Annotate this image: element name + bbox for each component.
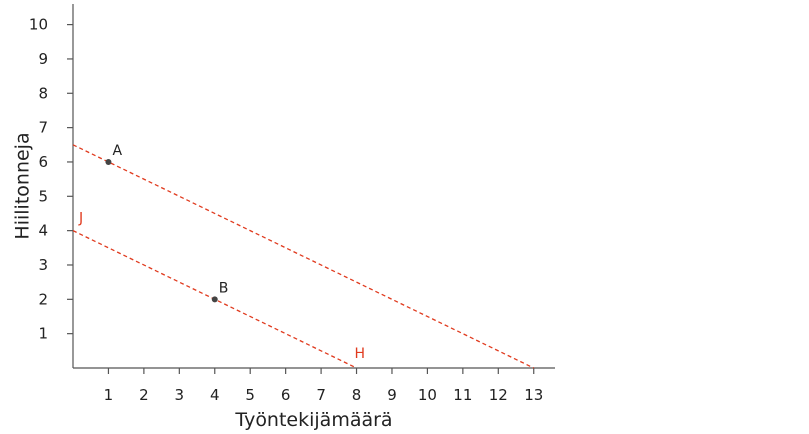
y-tick-label: 5 [38,187,48,205]
y-ticks: 1 2 3 4 5 6 7 8 9 10 [29,16,73,343]
y-axis-title: Hiilitonneja [12,132,34,239]
x-tick-label: 3 [175,386,185,404]
x-tick-label: 13 [524,386,543,404]
point-a [105,158,112,165]
x-tick-label: 2 [139,386,149,404]
x-tick-label: 7 [316,386,326,404]
data-points: AB [105,143,229,303]
line-label-end: H [355,346,366,362]
x-tick-label: 9 [387,386,397,404]
y-tick-label: 2 [38,290,48,308]
x-tick-label: 8 [352,386,362,404]
x-ticks: 1 2 3 4 5 6 7 8 9 10 11 12 13 [104,368,543,404]
x-axis-title: Työntekijämäärä [234,409,392,431]
series-line-1 [72,144,535,369]
series-lines: JH [72,144,535,369]
y-tick-label: 3 [38,256,48,274]
x-tick-label: 6 [281,386,291,404]
y-tick-label: 1 [38,325,48,343]
x-tick-label: 12 [489,386,508,404]
point-label-a: A [112,143,122,159]
y-tick-label: 7 [38,119,48,137]
x-tick-label: 11 [453,386,472,404]
x-tick-label: 10 [418,386,437,404]
line-label-start: J [78,211,83,227]
point-b [211,296,218,303]
y-tick-label: 10 [29,16,48,34]
y-tick-label: 6 [38,153,48,171]
axes [72,4,555,369]
x-tick-label: 1 [104,386,114,404]
y-tick-label: 8 [38,84,48,102]
x-tick-label: 5 [245,386,255,404]
y-tick-label: 4 [38,222,48,240]
x-tick-label: 4 [210,386,220,404]
y-tick-label: 9 [38,50,48,68]
point-label-b: B [219,280,229,296]
